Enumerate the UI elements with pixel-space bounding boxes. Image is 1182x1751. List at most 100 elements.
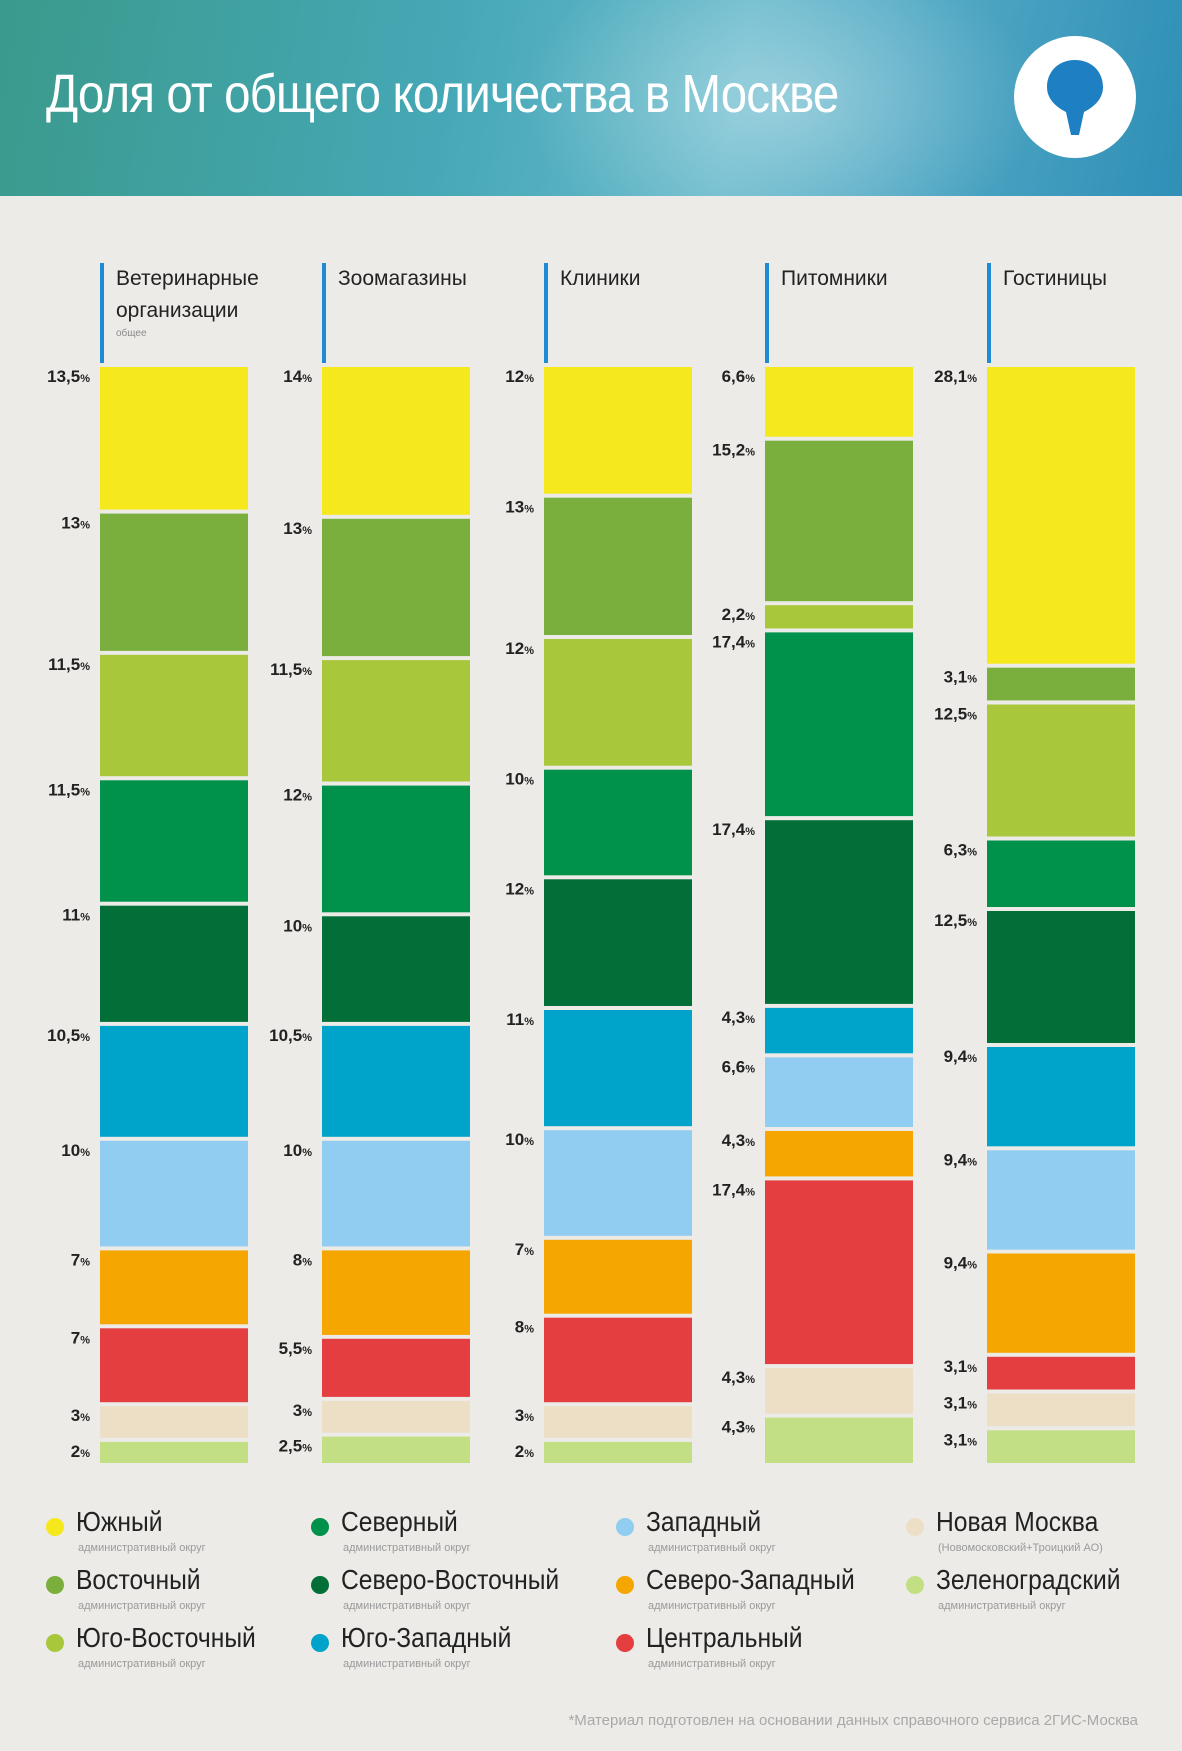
chart-panel: Ветеринарные организации общее 13,5% 13% 11,5…	[0, 196, 1182, 1751]
segment-value-label: 8%	[515, 1318, 534, 1337]
legend-sublabel: административный округ	[343, 1600, 471, 1612]
bar-segment-4	[322, 785, 470, 913]
bar-segment-11	[765, 1417, 913, 1463]
column-header-bar	[544, 263, 548, 363]
legend-item: Зеленоградский административный округ	[906, 1564, 1182, 1620]
bar-segment-2	[544, 497, 692, 635]
segment-value-label: 10,5%	[47, 1026, 90, 1045]
location-pin-logo-icon	[1014, 36, 1136, 158]
segment-value-label: 13%	[283, 519, 312, 538]
bar-segment-6	[544, 1010, 692, 1127]
segment-value-label: 3%	[293, 1401, 312, 1420]
segment-value-label: 3,1%	[944, 668, 978, 687]
legend-sublabel: административный округ	[343, 1658, 471, 1670]
bar-segment-8	[544, 1239, 692, 1314]
bar-segment-6	[322, 1025, 470, 1137]
segment-value-label: 4,3%	[722, 1008, 756, 1027]
header-photo-glow	[520, 0, 1040, 196]
segment-value-label: 10%	[505, 1130, 534, 1149]
legend-item: Центральный административный округ	[616, 1622, 906, 1678]
segment-value-label: 4,3%	[722, 1418, 756, 1437]
bar-segment-7	[322, 1140, 470, 1247]
bar-segment-9	[987, 1356, 1135, 1390]
legend-swatch-icon	[46, 1518, 64, 1536]
segment-value-label: 2,2%	[722, 605, 756, 624]
bar-segment-5	[987, 911, 1135, 1043]
bar-segment-9	[100, 1328, 248, 1403]
legend-label: Северный	[341, 1506, 458, 1537]
legend-label: Центральный	[646, 1622, 803, 1653]
bar-segment-2	[987, 667, 1135, 701]
legend-label: Юго-Западный	[341, 1622, 512, 1653]
segment-value-label: 3%	[71, 1406, 90, 1425]
bar-segment-5	[765, 820, 913, 1004]
legend-sublabel: административный округ	[78, 1600, 206, 1612]
bar-segment-9	[765, 1180, 913, 1365]
bar-segment-1	[544, 367, 692, 494]
segment-value-label: 15,2%	[712, 441, 755, 460]
legend-sublabel: административный округ	[78, 1542, 206, 1554]
segment-value-label: 10%	[283, 1141, 312, 1160]
segment-value-label: 10%	[61, 1141, 90, 1160]
bar-segment-1	[987, 367, 1135, 664]
bar-segment-11	[322, 1436, 470, 1463]
legend-swatch-icon	[311, 1576, 329, 1594]
segment-value-label: 3,1%	[944, 1430, 978, 1449]
column-header-bar	[100, 263, 104, 363]
bar-segment-4	[987, 840, 1135, 907]
legend-label: Юго-Восточный	[76, 1622, 256, 1653]
column-header-bar	[987, 263, 991, 363]
bar-segment-4	[100, 780, 248, 902]
legend-sublabel: (Новомосковский+Троицкий АО)	[938, 1542, 1103, 1554]
bar-segment-6	[987, 1047, 1135, 1147]
column-header-label: организации	[116, 299, 238, 322]
bar-segment-9	[322, 1338, 470, 1397]
segment-value-label: 13,5%	[47, 367, 90, 386]
segment-value-label: 6,3%	[944, 841, 978, 860]
segment-value-label: 11%	[62, 906, 90, 925]
bar-segment-4	[544, 769, 692, 876]
legend-item: Восточный административный округ	[46, 1564, 336, 1620]
legend-sublabel: административный округ	[343, 1542, 471, 1554]
bar-segment-3	[100, 654, 248, 777]
legend-item: Северо-Восточный административный округ	[311, 1564, 601, 1620]
bar-segment-2	[322, 518, 470, 657]
segment-value-label: 2%	[71, 1442, 90, 1461]
legend-sublabel: административный округ	[938, 1600, 1066, 1612]
bar-segment-2	[100, 513, 248, 651]
bar-segment-6	[100, 1025, 248, 1137]
bar-segment-10	[322, 1400, 470, 1433]
bar-segment-7	[544, 1130, 692, 1236]
segment-value-label: 11%	[506, 1010, 534, 1029]
bar-segment-5	[100, 905, 248, 1022]
segment-value-label: 9,4%	[944, 1254, 978, 1273]
column-header-label: Ветеринарные	[116, 267, 259, 290]
bar-segment-5	[322, 916, 470, 1022]
bar-segment-10	[987, 1393, 1135, 1427]
bar-segment-10	[100, 1406, 248, 1438]
segment-value-label: 14%	[283, 367, 312, 386]
segment-value-label: 10%	[505, 770, 534, 789]
segment-value-label: 4,3%	[722, 1131, 756, 1150]
bar-segment-3	[765, 605, 913, 629]
legend-label: Северо-Западный	[646, 1564, 855, 1595]
source-footnote: *Материал подготовлен на основании данны…	[568, 1712, 1138, 1729]
column-header-label: Питомники	[781, 267, 888, 290]
legend-swatch-icon	[906, 1576, 924, 1594]
legend-sublabel: административный округ	[648, 1542, 776, 1554]
legend-swatch-icon	[46, 1634, 64, 1652]
segment-value-label: 17,4%	[712, 820, 755, 839]
segment-value-label: 12,5%	[934, 705, 977, 724]
legend-label: Южный	[76, 1506, 163, 1537]
legend-swatch-icon	[616, 1518, 634, 1536]
bar-segment-1	[765, 367, 913, 437]
segment-value-label: 2%	[515, 1442, 534, 1461]
segment-value-label: 10,5%	[269, 1026, 312, 1045]
legend-item: Северо-Западный административный округ	[616, 1564, 906, 1620]
column-header-note: общее	[116, 327, 147, 339]
bar-segment-7	[765, 1057, 913, 1127]
segment-value-label: 17,4%	[712, 1180, 755, 1199]
legend-item: Северный административный округ	[311, 1506, 601, 1562]
bar-segment-9	[544, 1317, 692, 1403]
legend-label: Северо-Восточный	[341, 1564, 560, 1595]
